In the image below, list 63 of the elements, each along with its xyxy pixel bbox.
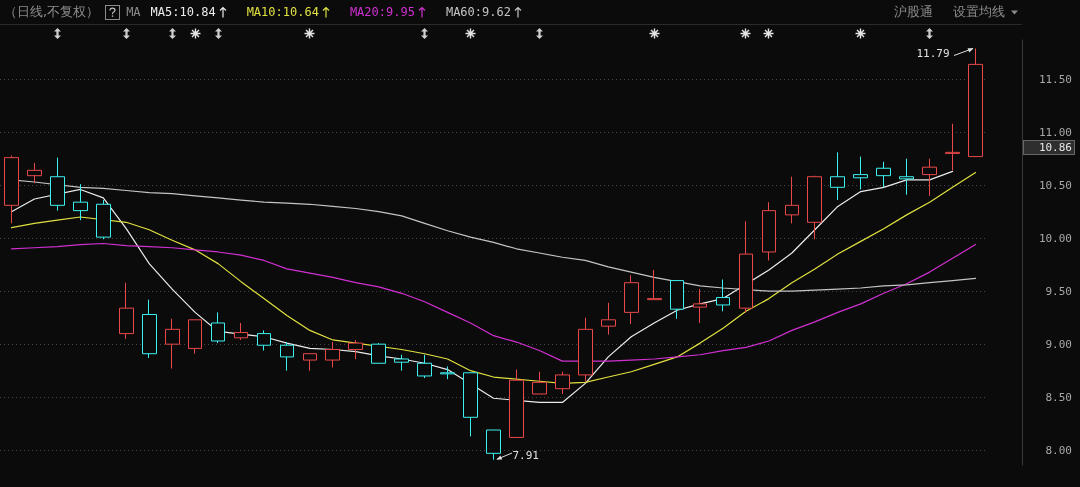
candlestick — [188, 319, 202, 355]
y-tick-label: 8.00 — [1045, 443, 1072, 457]
candlestick — [853, 156, 868, 190]
candlestick — [486, 429, 501, 461]
candlestick — [371, 342, 386, 364]
candlestick — [509, 369, 524, 438]
candlestick — [119, 282, 134, 340]
candlestick — [257, 329, 271, 352]
candlestick — [716, 279, 730, 312]
candlestick — [142, 299, 157, 359]
candlestick — [73, 183, 88, 221]
candlestick — [739, 220, 753, 313]
candlestick — [578, 317, 593, 382]
y-tick-label: 11.00 — [1038, 125, 1072, 139]
candlestick — [440, 365, 455, 380]
candlestick — [532, 371, 547, 395]
text: 沪股通 — [894, 3, 933, 21]
y-tick-label: 8.50 — [1045, 390, 1072, 404]
candlestick — [4, 155, 19, 224]
y-tick-label: 11.50 — [1038, 72, 1072, 86]
y-tick-label: 9.00 — [1045, 337, 1072, 351]
y-tick-label: 9.50 — [1045, 284, 1072, 298]
y-tick-label: 10.50 — [1038, 178, 1072, 192]
candlestick — [876, 161, 891, 188]
candlestick — [417, 354, 432, 379]
candlestick — [693, 288, 707, 324]
candlestick — [234, 322, 248, 341]
legend-label: MA10:10.64 — [246, 5, 319, 19]
annotation: 11.79 — [916, 46, 950, 60]
candlestick — [830, 151, 845, 201]
candlestick — [624, 274, 639, 325]
candlestick — [165, 318, 180, 370]
candlestick — [762, 201, 776, 261]
candlestick — [27, 162, 42, 184]
candlestick — [555, 371, 570, 395]
text: 设置均线 — [953, 3, 1005, 21]
candlestick — [50, 157, 65, 212]
candlestick — [670, 280, 684, 320]
legend-label: MA20:9.95 — [349, 5, 415, 19]
candlestick — [463, 372, 478, 437]
candlestick — [394, 354, 409, 372]
y-tick-label: 10.00 — [1038, 231, 1072, 245]
candlestick — [899, 158, 914, 196]
candlestick — [348, 339, 363, 360]
text: 10.86 — [1023, 140, 1075, 155]
candlestick — [325, 341, 340, 368]
candlestick — [96, 199, 111, 240]
legend-title: MA — [126, 5, 141, 19]
candlestick — [647, 269, 662, 301]
candlestick — [601, 302, 616, 336]
annotation: 7.91 — [512, 448, 539, 462]
candlestick — [303, 353, 317, 372]
candlestick — [211, 311, 225, 344]
candlestick — [968, 47, 983, 158]
line-series — [10, 242, 977, 362]
candlestick — [945, 123, 960, 171]
candlestick — [807, 175, 822, 240]
candlestick — [922, 158, 937, 197]
candlestick — [280, 341, 294, 372]
legend-label: MA60:9.62 — [445, 5, 511, 19]
candlestick — [785, 176, 799, 224]
legend-label: MA5:10.84 — [150, 5, 216, 19]
chart-title: （日线,不复权） — [4, 3, 100, 21]
